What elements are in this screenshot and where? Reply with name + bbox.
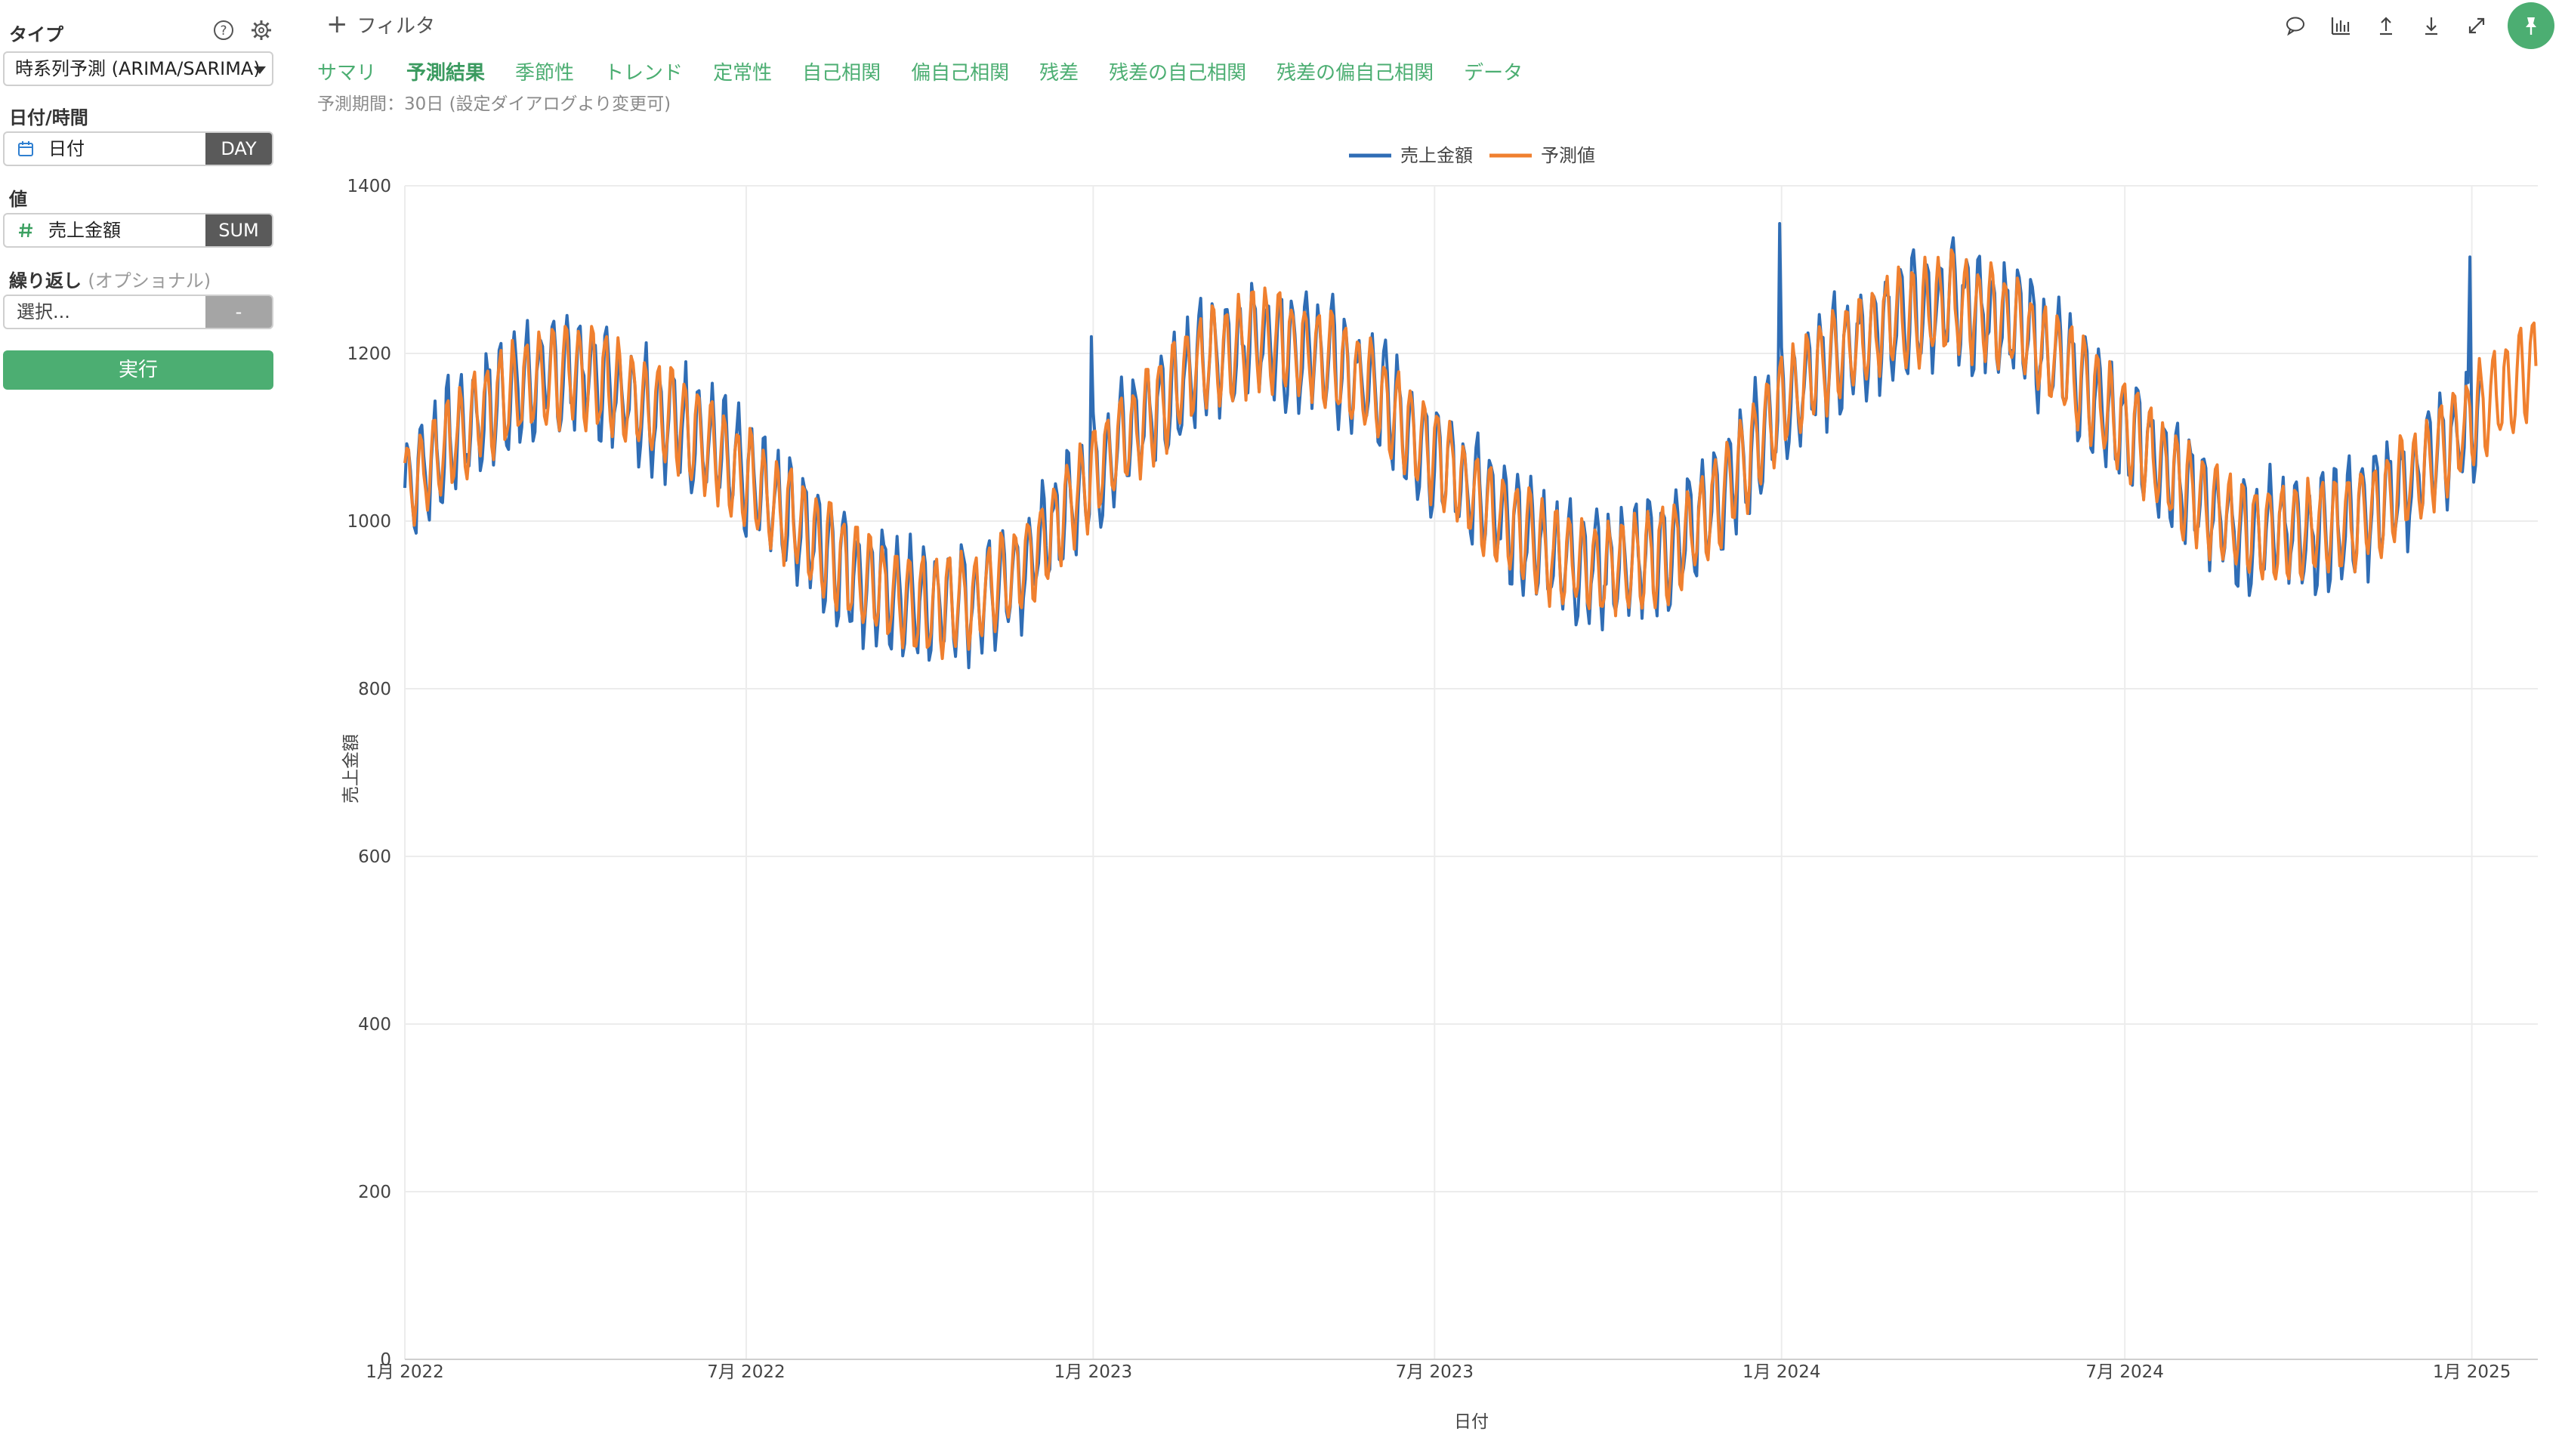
repeat-label-text: 繰り返し [9,270,82,292]
run-button[interactable]: 実行 [3,350,273,390]
x-tick-label: 7月 2023 [1396,1362,1474,1382]
repeat-optional-text: (オプショナル) [88,270,211,292]
y-axis-title: 売上金額 [341,734,361,804]
tab-autocorrelation[interactable]: 自己相関 [802,61,881,85]
chart-axes: 0 200 400 600 800 1000 1200 1400 1月 2022 7月 2022 1… [347,177,2538,1382]
value-field-name: 売上金額 [48,220,121,241]
plus-icon: + [326,9,348,39]
repeat-agg-button[interactable]: - [205,296,272,328]
series-line-actual [403,222,2481,670]
filter-label: フィルタ [357,14,435,38]
y-tick-label: 1200 [347,344,391,364]
pin-button[interactable] [2508,2,2554,49]
number-hash-icon [17,214,35,246]
comment-icon[interactable] [2281,11,2310,40]
chart-legend: 売上金額 予測値 [1349,145,1595,166]
y-tick-label: 800 [358,680,391,699]
y-tick-label: 400 [358,1015,391,1035]
settings-panel: タイプ ? 時系列予測 (ARIMA/SARIMA) 日付/時間 [0,0,281,1456]
chevron-down-icon [254,66,266,74]
forecast-period-note: 予測期間：30日 (設定ダイアログより変更可) [317,94,671,114]
pin-icon [2526,17,2536,35]
date-unit-button[interactable]: DAY [205,133,272,165]
y-tick-label: 200 [358,1183,391,1202]
download-icon[interactable] [2417,11,2446,40]
x-tick-label: 7月 2022 [707,1362,785,1382]
type-select[interactable]: 時系列予測 (ARIMA/SARIMA) [3,51,273,86]
help-icon[interactable]: ? [211,18,236,42]
result-tabs: サマリ 予測結果 季節性 トレンド 定常性 自己相関 偏自己相関 残差 残差の自… [317,56,1538,86]
tab-data[interactable]: データ [1464,61,1523,85]
tab-residual-autocorrelation[interactable]: 残差の自己相関 [1109,61,1247,85]
legend-label-actual: 売上金額 [1400,145,1473,166]
tab-partial-autocorrelation[interactable]: 偏自己相関 [911,61,1010,85]
x-tick-label: 7月 2024 [2085,1362,2163,1382]
value-field[interactable]: 売上金額 SUM [3,213,273,248]
x-tick-label: 1月 2024 [1742,1362,1820,1382]
tab-seasonality[interactable]: 季節性 [515,61,575,85]
expand-icon[interactable] [2462,11,2491,40]
repeat-placeholder: 選択... [17,301,70,322]
upload-icon[interactable] [2372,11,2400,40]
value-label: 値 [9,189,27,210]
calendar-icon [17,133,35,165]
repeat-label: 繰り返し (オプショナル) [9,266,211,292]
x-axis-title: 日付 [1454,1412,1489,1432]
legend-label-forecast: 予測値 [1541,145,1595,166]
chart-toolbar [2281,2,2554,50]
y-tick-label: 600 [358,847,391,867]
chart-series [403,222,2538,670]
y-tick-label: 1400 [347,177,391,196]
x-tick-label: 1月 2023 [1054,1362,1132,1382]
series-line-forecast [403,248,2538,660]
tab-summary[interactable]: サマリ [317,61,377,85]
value-agg-button[interactable]: SUM [205,214,272,246]
tab-residuals[interactable]: 残差 [1039,61,1079,85]
bar-chart-icon[interactable] [2326,11,2355,40]
tab-residual-partial-autocorrelation[interactable]: 残差の偏自己相関 [1276,61,1434,85]
x-tick-label: 1月 2022 [366,1362,443,1382]
type-label: タイプ [9,24,63,45]
tab-trend[interactable]: トレンド [604,61,684,85]
x-tick-label: 1月 2025 [2433,1362,2511,1382]
date-field-name: 日付 [48,138,85,159]
type-select-value: 時系列予測 (ARIMA/SARIMA) [15,58,261,79]
date-label: 日付/時間 [9,107,88,128]
tab-forecast-result[interactable]: 予測結果 [406,61,486,85]
repeat-field[interactable]: 選択... - [3,295,273,329]
grid-lines [404,185,2538,1359]
tab-stationarity[interactable]: 定常性 [713,61,773,85]
filter-button[interactable]: + フィルタ [326,8,435,41]
date-field[interactable]: 日付 DAY [3,131,273,166]
y-tick-label: 1000 [347,512,391,532]
svg-text:?: ? [220,23,227,39]
y-tick-label: 0 [380,1350,391,1370]
gear-icon[interactable] [249,18,273,42]
